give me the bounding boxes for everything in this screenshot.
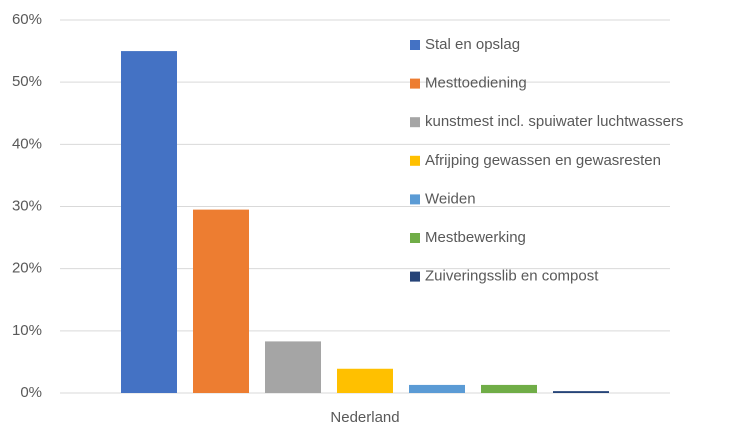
y-tick-label: 40% [12, 135, 42, 152]
y-tick-label: 20% [12, 260, 42, 277]
y-tick-label: 30% [12, 197, 42, 214]
legend-swatch [410, 233, 420, 243]
y-tick-label: 60% [12, 11, 42, 28]
bar [121, 51, 177, 393]
legend-swatch [410, 40, 420, 50]
y-tick-label: 10% [12, 322, 42, 339]
bar [409, 384, 465, 393]
bar [337, 368, 393, 393]
legend-swatch [410, 78, 420, 89]
bar [481, 384, 537, 393]
bar [553, 391, 609, 393]
legend-swatch [410, 155, 420, 166]
y-tick-label: 50% [12, 73, 42, 90]
legend-label: kunstmest incl. spuiwater luchtwassers [425, 113, 683, 130]
y-tick-label: 0% [20, 384, 42, 401]
legend-label: Mesttoediening [425, 75, 527, 92]
bar [193, 209, 249, 393]
legend-swatch [410, 117, 420, 128]
legend-label: Zuiveringsslib en compost [425, 268, 599, 285]
x-tick-label: Nederland [330, 409, 399, 424]
legend-label: Weiden [425, 190, 476, 207]
legend-swatch [410, 271, 420, 282]
legend-label: Afrijping gewassen en gewasresten [425, 152, 661, 169]
legend-label: Mestbewerking [425, 229, 526, 246]
legend-swatch [410, 194, 420, 205]
bar [265, 341, 321, 393]
legend-label: Stal en opslag [425, 36, 520, 53]
